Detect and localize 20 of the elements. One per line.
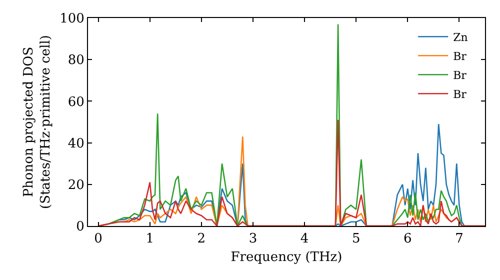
- x-tick-label: 2: [197, 232, 206, 247]
- legend-label: Br: [453, 88, 468, 101]
- y-tick-label: 40: [68, 136, 84, 152]
- x-tick-label: 3: [248, 232, 258, 247]
- y-tick-label: 80: [68, 53, 84, 68]
- legend-label: Br: [453, 50, 468, 63]
- x-tick-label: 0: [94, 232, 102, 247]
- y-tick-label: 60: [68, 94, 84, 110]
- y-axis-title: Phonon projected DOS (States/THz·primitive cell): [22, 34, 54, 210]
- x-tick-label: 1: [146, 232, 154, 247]
- y-tick-label: 20: [68, 178, 84, 193]
- x-tick-label: 7: [455, 232, 464, 247]
- y-tick-label: 100: [60, 12, 84, 27]
- y-tick-label: 0: [76, 220, 84, 235]
- x-tick-label: 6: [404, 232, 412, 247]
- x-tick-label: 4: [300, 232, 309, 247]
- x-tick-label: 5: [352, 232, 360, 247]
- legend-label: Br: [453, 68, 468, 82]
- legend-label: Zn: [453, 30, 468, 44]
- x-axis-title: Frequency (THz): [230, 250, 342, 266]
